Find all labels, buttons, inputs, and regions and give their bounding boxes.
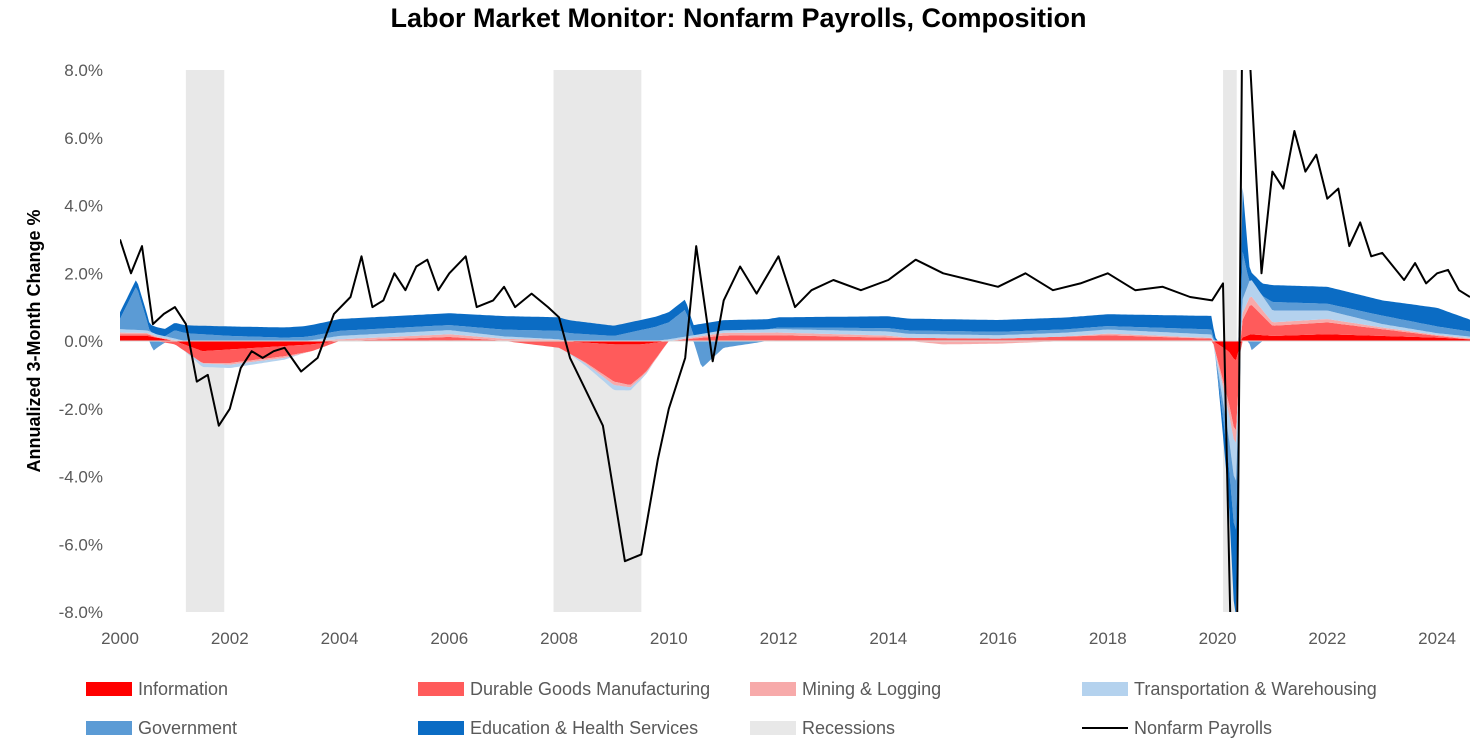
y-tick-label: -4.0%: [59, 468, 103, 487]
y-axis-title: Annualized 3-Month Change %: [24, 210, 44, 473]
legend-label-durable-goods-manufacturing: Durable Goods Manufacturing: [470, 678, 711, 699]
legend-label-information: Information: [138, 678, 229, 699]
x-tick-label: 2000: [101, 629, 139, 648]
x-tick-label: 2024: [1418, 629, 1456, 648]
legend-label-government: Government: [138, 717, 238, 738]
x-tick-label: 2004: [321, 629, 359, 648]
legend-label-recessions: Recessions: [802, 717, 896, 738]
legend-swatch-education-health-services: [418, 721, 464, 735]
line-series-layer: [120, 70, 1470, 612]
legend-item-education-health-services: Education & Health Services: [418, 713, 698, 743]
legend-label-education-health-services: Education & Health Services: [470, 717, 699, 738]
y-tick-label: -6.0%: [59, 535, 103, 554]
x-tick-label: 2014: [869, 629, 907, 648]
line-nonfarm-payrolls: [120, 70, 1470, 612]
legend-item-mining-logging: Mining & Logging: [750, 674, 941, 704]
legend: Information Durable Goods Manufacturing Mi…: [0, 672, 1477, 745]
legend-item-recessions: Recessions: [750, 713, 895, 743]
legend-label-mining-logging: Mining & Logging: [802, 678, 942, 699]
y-tick-label: 8.0%: [64, 61, 103, 80]
legend-label-transportation-warehousing: Transportation & Warehousing: [1134, 678, 1377, 699]
area-transportation-warehousing-negative: [120, 341, 1470, 481]
legend-label-nonfarm-payrolls: Nonfarm Payrolls: [1134, 717, 1273, 738]
legend-item-government: Government: [86, 713, 237, 743]
y-tick-label: 2.0%: [64, 264, 103, 283]
legend-item-transportation-warehousing: Transportation & Warehousing: [1082, 674, 1377, 704]
x-tick-label: 2008: [540, 629, 578, 648]
area-mining-logging-negative: [120, 341, 1470, 443]
area-information-negative: [120, 341, 1470, 361]
chart-title: Labor Market Monitor: Nonfarm Payrolls, …: [390, 3, 1087, 33]
y-tick-label: 4.0%: [64, 197, 103, 216]
x-tick-label: 2020: [1199, 629, 1237, 648]
y-tick-label: 6.0%: [64, 129, 103, 148]
x-tick-label: 2006: [430, 629, 468, 648]
area-education-health-services-negative: [120, 341, 1470, 612]
legend-item-durable-goods-manufacturing: Durable Goods Manufacturing: [418, 674, 710, 704]
x-tick-label: 2002: [211, 629, 249, 648]
legend-swatch-recessions: [750, 721, 796, 735]
x-tick-label: 2022: [1308, 629, 1346, 648]
y-tick-label: 0.0%: [64, 332, 103, 351]
x-tick-label: 2010: [650, 629, 688, 648]
legend-item-nonfarm-payrolls: Nonfarm Payrolls: [1082, 713, 1272, 743]
y-tick-label: -8.0%: [59, 603, 103, 622]
x-tick-label: 2016: [979, 629, 1017, 648]
area-information-positive: [120, 334, 1470, 341]
legend-item-information: Information: [86, 674, 228, 704]
area-durable-goods-manufacturing-negative: [120, 341, 1470, 431]
legend-swatch-information: [86, 682, 132, 696]
x-axis-ticks: 2000 2002 2004 2006 2008 2010 2012 2014 2016 2018…: [101, 629, 1456, 648]
legend-swatch-durable-goods-manufacturing: [418, 682, 464, 696]
legend-swatch-government: [86, 721, 132, 735]
area-government-negative: [120, 341, 1470, 530]
legend-swatch-mining-logging: [750, 682, 796, 696]
area-series-layer: [120, 187, 1470, 612]
legend-swatch-transportation-warehousing: [1082, 682, 1128, 696]
x-tick-label: 2012: [760, 629, 798, 648]
chart-plot: 8.0% 6.0% 4.0% 2.0% 0.0% -2.0% -4.0% -6.0% -8.0%…: [24, 61, 1470, 648]
legend-swatch-nonfarm-payrolls: [1082, 727, 1128, 729]
x-tick-label: 2018: [1089, 629, 1127, 648]
y-tick-label: -2.0%: [59, 400, 103, 419]
y-axis-ticks: 8.0% 6.0% 4.0% 2.0% 0.0% -2.0% -4.0% -6.0% -8.0%: [59, 61, 103, 622]
